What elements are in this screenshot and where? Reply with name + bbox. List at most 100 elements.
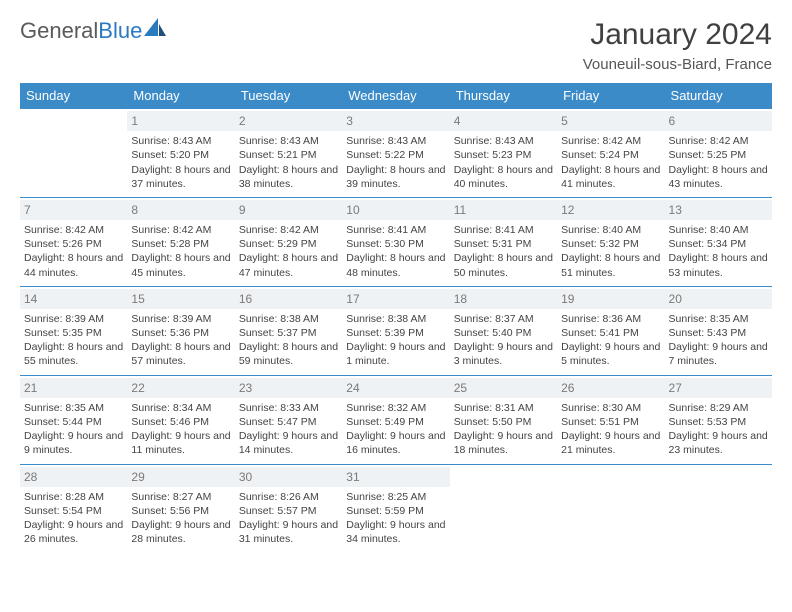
- weekday-header: Monday: [127, 83, 234, 109]
- daylight-text: Daylight: 8 hours and 43 minutes.: [669, 163, 768, 191]
- sunset-text: Sunset: 5:44 PM: [24, 415, 123, 429]
- sunrise-text: Sunrise: 8:38 AM: [239, 312, 338, 326]
- day-number: 8: [127, 200, 234, 220]
- logo: GeneralBlue: [20, 18, 166, 44]
- sunrise-text: Sunrise: 8:42 AM: [669, 134, 768, 148]
- day-number: 25: [450, 378, 557, 398]
- sunrise-text: Sunrise: 8:31 AM: [454, 401, 553, 415]
- sunrise-text: Sunrise: 8:41 AM: [346, 223, 445, 237]
- sunrise-text: Sunrise: 8:34 AM: [131, 401, 230, 415]
- daylight-text: Daylight: 8 hours and 55 minutes.: [24, 340, 123, 368]
- daylight-text: Daylight: 8 hours and 45 minutes.: [131, 251, 230, 279]
- calendar-row: 21Sunrise: 8:35 AMSunset: 5:44 PMDayligh…: [20, 375, 772, 464]
- sunrise-text: Sunrise: 8:40 AM: [669, 223, 768, 237]
- sunset-text: Sunset: 5:43 PM: [669, 326, 768, 340]
- sunrise-text: Sunrise: 8:30 AM: [561, 401, 660, 415]
- calendar-row: 14Sunrise: 8:39 AMSunset: 5:35 PMDayligh…: [20, 286, 772, 375]
- weekday-header-row: Sunday Monday Tuesday Wednesday Thursday…: [20, 83, 772, 109]
- calendar-cell: 30Sunrise: 8:26 AMSunset: 5:57 PMDayligh…: [235, 464, 342, 552]
- day-number: 17: [342, 289, 449, 309]
- sunset-text: Sunset: 5:29 PM: [239, 237, 338, 251]
- page-header: GeneralBlue January 2024 Vouneuil-sous-B…: [20, 18, 772, 73]
- calendar-cell: 3Sunrise: 8:43 AMSunset: 5:22 PMDaylight…: [342, 109, 449, 198]
- sunset-text: Sunset: 5:47 PM: [239, 415, 338, 429]
- calendar-cell: 18Sunrise: 8:37 AMSunset: 5:40 PMDayligh…: [450, 286, 557, 375]
- sunset-text: Sunset: 5:39 PM: [346, 326, 445, 340]
- calendar-cell: 8Sunrise: 8:42 AMSunset: 5:28 PMDaylight…: [127, 197, 234, 286]
- day-number: 27: [665, 378, 772, 398]
- sunset-text: Sunset: 5:23 PM: [454, 148, 553, 162]
- daylight-text: Daylight: 8 hours and 38 minutes.: [239, 163, 338, 191]
- day-number: 6: [665, 111, 772, 131]
- calendar-cell: 16 Sunrise: 8:38 AMSunset: 5:37 PMDayligh…: [235, 286, 342, 375]
- daylight-text: Daylight: 8 hours and 39 minutes.: [346, 163, 445, 191]
- sunset-text: Sunset: 5:28 PM: [131, 237, 230, 251]
- day-number: 3: [342, 111, 449, 131]
- daylight-text: Daylight: 9 hours and 9 minutes.: [24, 429, 123, 457]
- month-title: January 2024: [583, 18, 772, 52]
- sail-icon: [144, 18, 166, 44]
- sunset-text: Sunset: 5:22 PM: [346, 148, 445, 162]
- daylight-text: Daylight: 8 hours and 41 minutes.: [561, 163, 660, 191]
- calendar-cell: 15Sunrise: 8:39 AMSunset: 5:36 PMDayligh…: [127, 286, 234, 375]
- sunset-text: Sunset: 5:49 PM: [346, 415, 445, 429]
- calendar-cell: 26 Sunrise: 8:30 AMSunset: 5:51 PMDayligh…: [557, 375, 664, 464]
- calendar-cell: 10Sunrise: 8:41 AMSunset: 5:30 PMDayligh…: [342, 197, 449, 286]
- daylight-text: Daylight: 9 hours and 18 minutes.: [454, 429, 553, 457]
- daylight-text: Daylight: 9 hours and 7 minutes.: [669, 340, 768, 368]
- daylight-text: Daylight: 9 hours and 26 minutes.: [24, 518, 123, 546]
- sunset-text: Sunset: 5:30 PM: [346, 237, 445, 251]
- day-number: 29: [127, 467, 234, 487]
- sunset-text: Sunset: 5:34 PM: [669, 237, 768, 251]
- sunset-text: Sunset: 5:50 PM: [454, 415, 553, 429]
- sunset-text: Sunset: 5:37 PM: [239, 326, 338, 340]
- day-number: 19: [557, 289, 664, 309]
- sunrise-text: Sunrise: 8:42 AM: [561, 134, 660, 148]
- day-number: 20: [665, 289, 772, 309]
- sunrise-text: Sunrise: 8:29 AM: [669, 401, 768, 415]
- calendar-cell: 5Sunrise: 8:42 AMSunset: 5:24 PMDaylight…: [557, 109, 664, 198]
- calendar-cell: 19Sunrise: 8:36 AMSunset: 5:41 PMDayligh…: [557, 286, 664, 375]
- sunrise-text: Sunrise: 8:37 AM: [454, 312, 553, 326]
- calendar-cell: 27Sunrise: 8:29 AMSunset: 5:53 PMDayligh…: [665, 375, 772, 464]
- day-number: 15: [127, 289, 234, 309]
- day-number: 16: [235, 289, 342, 309]
- calendar-cell: [450, 464, 557, 552]
- day-number: 30: [235, 467, 342, 487]
- calendar-cell: [557, 464, 664, 552]
- sunrise-text: Sunrise: 8:36 AM: [561, 312, 660, 326]
- daylight-text: Daylight: 8 hours and 51 minutes.: [561, 251, 660, 279]
- daylight-text: Daylight: 9 hours and 11 minutes.: [131, 429, 230, 457]
- calendar-cell: 4Sunrise: 8:43 AMSunset: 5:23 PMDaylight…: [450, 109, 557, 198]
- calendar-cell: 28Sunrise: 8:28 AMSunset: 5:54 PMDayligh…: [20, 464, 127, 552]
- daylight-text: Daylight: 9 hours and 1 minute.: [346, 340, 445, 368]
- calendar-cell: 24Sunrise: 8:32 AMSunset: 5:49 PMDayligh…: [342, 375, 449, 464]
- daylight-text: Daylight: 9 hours and 3 minutes.: [454, 340, 553, 368]
- daylight-text: Daylight: 9 hours and 14 minutes.: [239, 429, 338, 457]
- sunrise-text: Sunrise: 8:33 AM: [239, 401, 338, 415]
- daylight-text: Daylight: 9 hours and 21 minutes.: [561, 429, 660, 457]
- sunrise-text: Sunrise: 8:28 AM: [24, 490, 123, 504]
- sunset-text: Sunset: 5:32 PM: [561, 237, 660, 251]
- sunset-text: Sunset: 5:51 PM: [561, 415, 660, 429]
- weekday-header: Thursday: [450, 83, 557, 109]
- daylight-text: Daylight: 8 hours and 47 minutes.: [239, 251, 338, 279]
- sunset-text: Sunset: 5:36 PM: [131, 326, 230, 340]
- sunset-text: Sunset: 5:25 PM: [669, 148, 768, 162]
- sunrise-text: Sunrise: 8:43 AM: [131, 134, 230, 148]
- sunrise-text: Sunrise: 8:35 AM: [24, 401, 123, 415]
- day-number: 22: [127, 378, 234, 398]
- weekday-header: Friday: [557, 83, 664, 109]
- calendar-cell: [665, 464, 772, 552]
- day-number: 26: [557, 378, 664, 398]
- daylight-text: Daylight: 8 hours and 48 minutes.: [346, 251, 445, 279]
- day-number: 24: [342, 378, 449, 398]
- calendar-row: 28Sunrise: 8:28 AMSunset: 5:54 PMDayligh…: [20, 464, 772, 552]
- calendar-cell: 13Sunrise: 8:40 AMSunset: 5:34 PMDayligh…: [665, 197, 772, 286]
- sunrise-text: Sunrise: 8:38 AM: [346, 312, 445, 326]
- daylight-text: Daylight: 9 hours and 28 minutes.: [131, 518, 230, 546]
- day-number: 18: [450, 289, 557, 309]
- sunrise-text: Sunrise: 8:39 AM: [131, 312, 230, 326]
- daylight-text: Daylight: 8 hours and 59 minutes.: [239, 340, 338, 368]
- daylight-text: Daylight: 8 hours and 44 minutes.: [24, 251, 123, 279]
